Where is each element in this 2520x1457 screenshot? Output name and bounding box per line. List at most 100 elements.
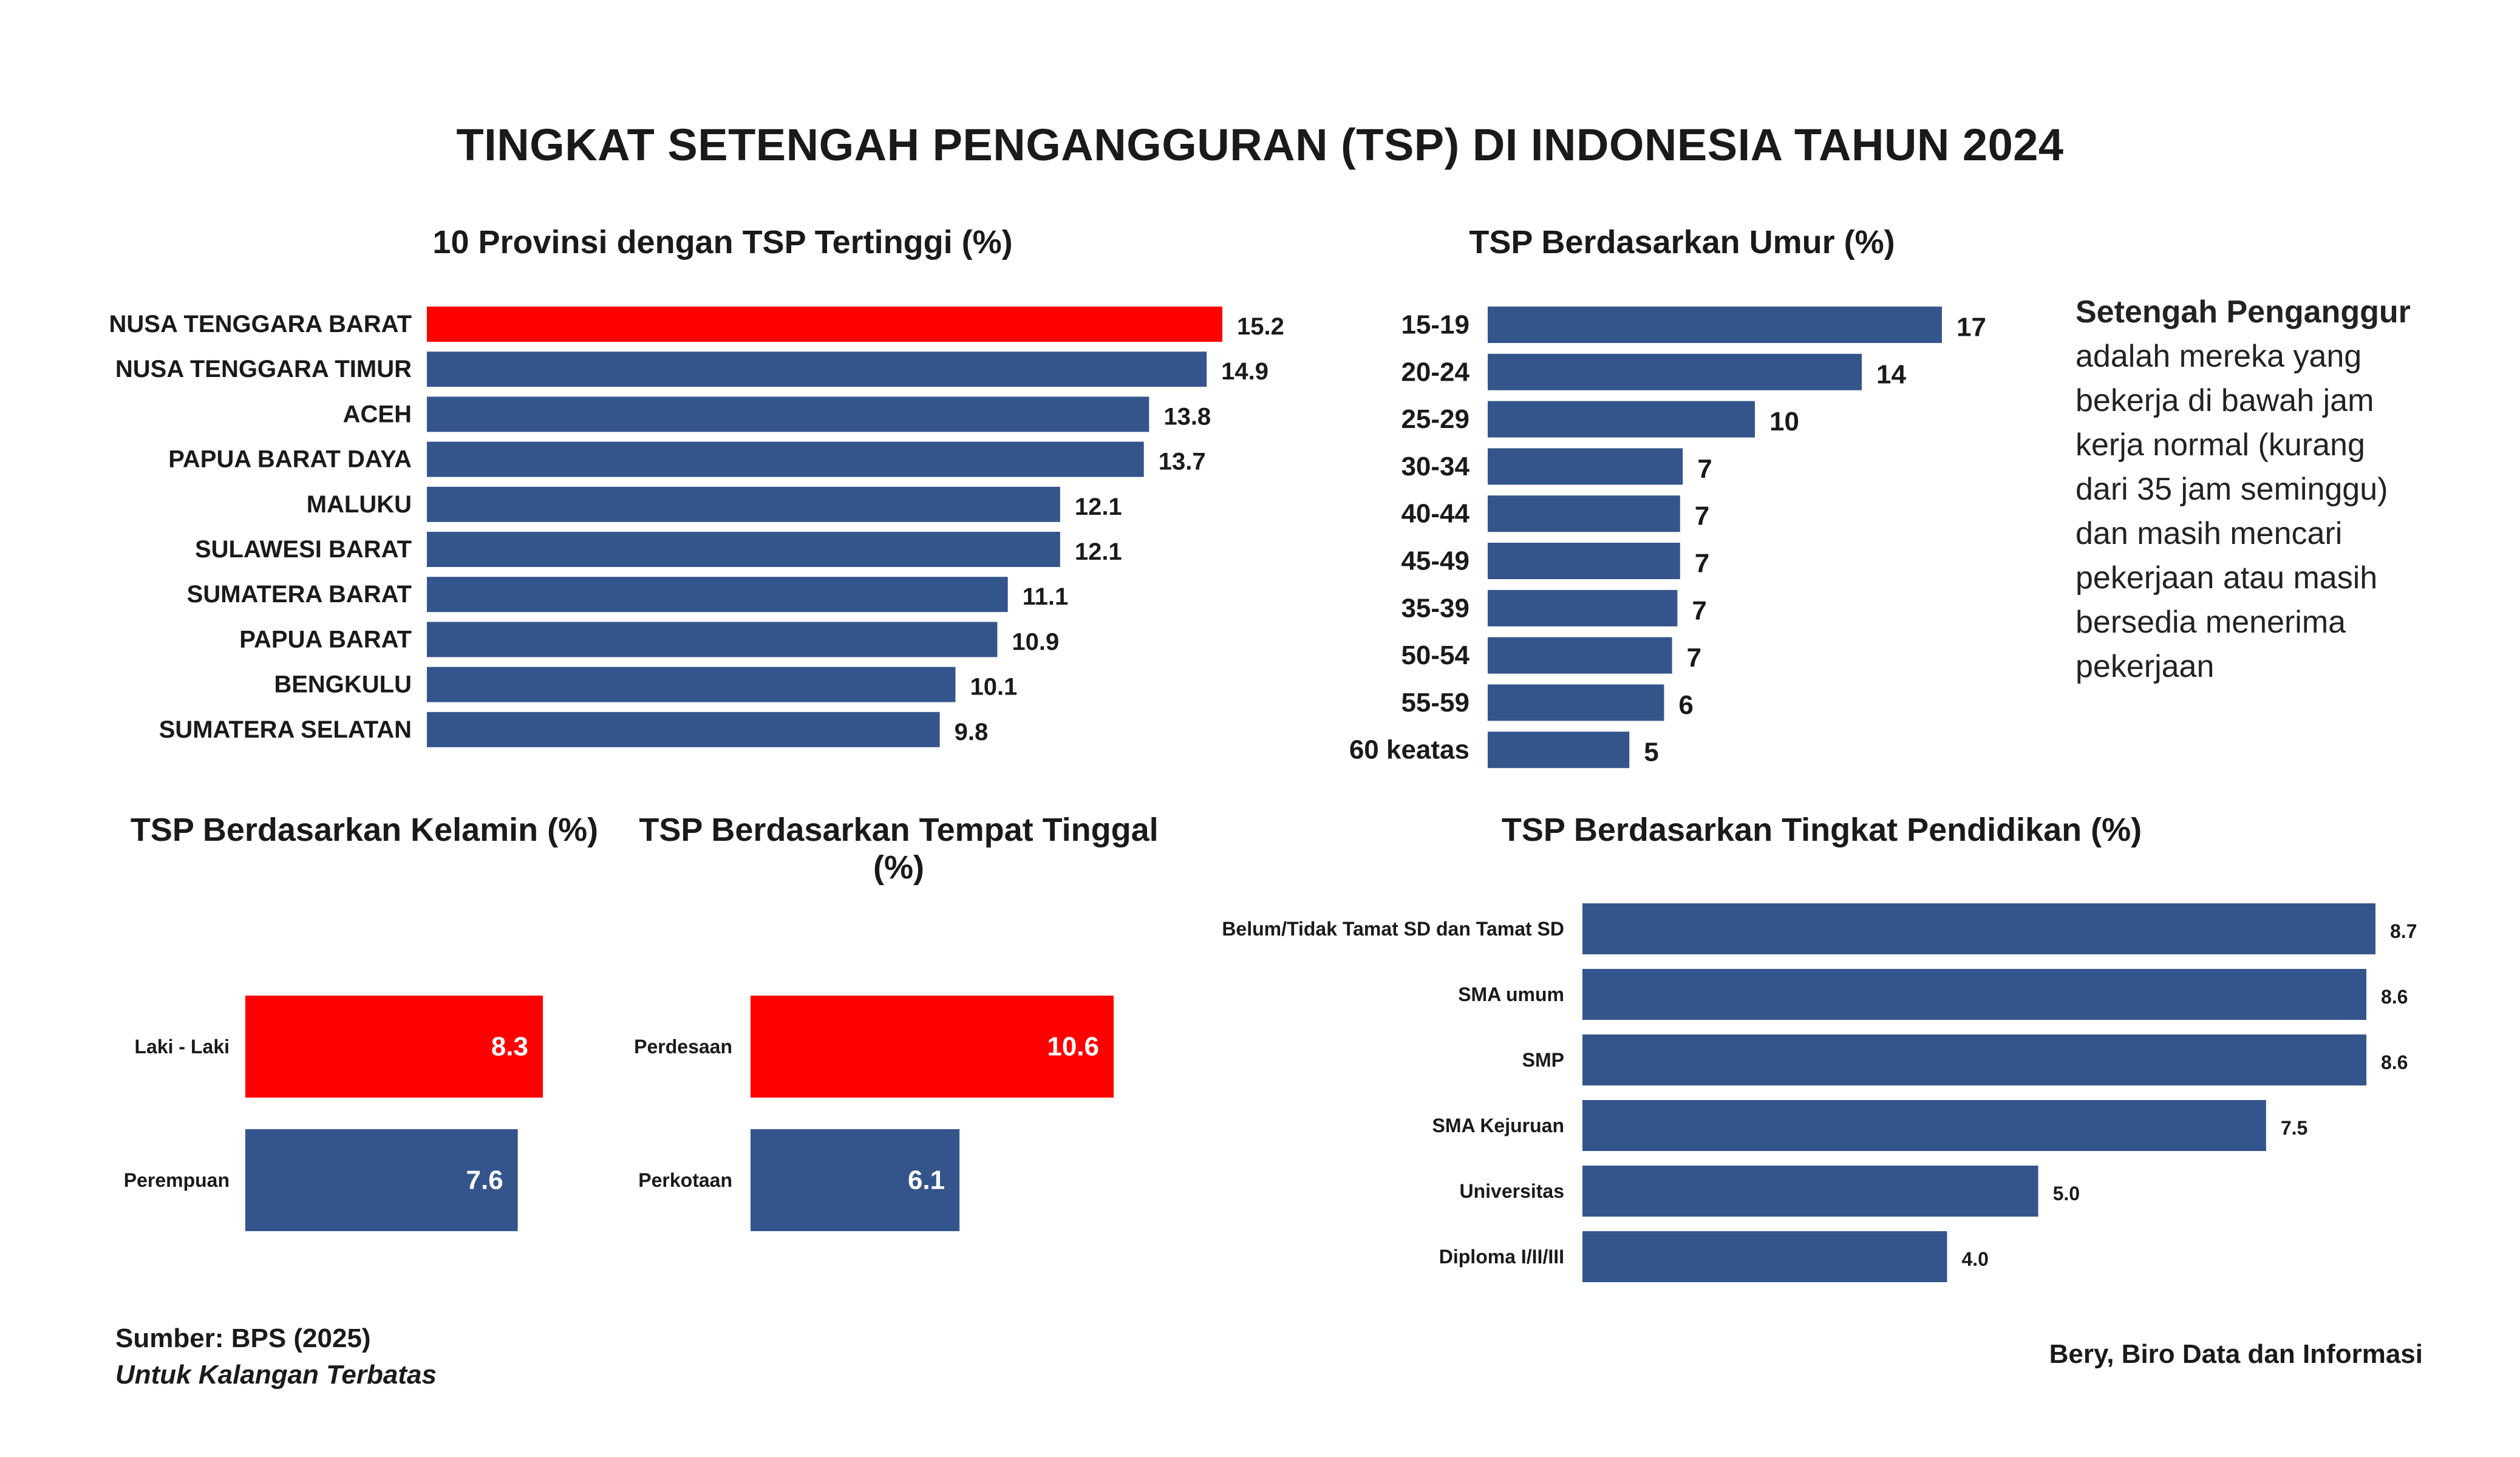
value-label-umur: 6 bbox=[1678, 690, 1693, 720]
bar-umur bbox=[1488, 495, 1680, 532]
category-label-kelamin: Perempuan bbox=[124, 1169, 230, 1191]
category-label-provinsi: ACEH bbox=[343, 401, 412, 427]
value-label-umur: 10 bbox=[1769, 407, 1799, 436]
bar-pendidikan bbox=[1582, 969, 2366, 1020]
bar-provinsi bbox=[427, 396, 1149, 432]
bar-provinsi bbox=[427, 577, 1008, 613]
bar-umur bbox=[1488, 448, 1683, 485]
value-label-umur: 5 bbox=[1644, 738, 1658, 767]
category-label-pendidikan: Diploma I/II/III bbox=[1439, 1246, 1564, 1268]
category-label-pendidikan: Universitas bbox=[1459, 1180, 1564, 1202]
definition-line: dan masih mencari bbox=[2076, 516, 2343, 551]
chart-title-umur: TSP Berdasarkan Umur (%) bbox=[1469, 224, 1895, 260]
bar-provinsi bbox=[427, 307, 1222, 342]
category-label-kelamin: Laki - Laki bbox=[135, 1036, 230, 1058]
category-label-umur: 20-24 bbox=[1401, 357, 1469, 387]
value-label-umur: 14 bbox=[1876, 359, 1906, 389]
bar-umur bbox=[1488, 353, 1862, 390]
value-label-tempat: 6.1 bbox=[908, 1166, 945, 1195]
value-label-provinsi: 12.1 bbox=[1075, 538, 1122, 565]
bar-umur bbox=[1488, 307, 1942, 343]
bar-pendidikan bbox=[1582, 1100, 2266, 1151]
definition-line: bekerja di bawah jam bbox=[2076, 383, 2374, 418]
value-label-umur: 7 bbox=[1695, 501, 1709, 531]
category-label-umur: 45-49 bbox=[1401, 546, 1469, 576]
category-label-provinsi: NUSA TENGGARA BARAT bbox=[109, 311, 412, 338]
bar-umur bbox=[1488, 543, 1680, 579]
category-label-umur: 40-44 bbox=[1401, 499, 1469, 529]
bar-provinsi bbox=[427, 441, 1144, 477]
footer-note: Untuk Kalangan Terbatas bbox=[115, 1360, 437, 1390]
chart-title-tempat: TSP Berdasarkan Tempat Tinggal (%) bbox=[639, 812, 1159, 886]
value-label-tempat: 10.6 bbox=[1047, 1032, 1099, 1062]
value-label-pendidikan: 8.6 bbox=[2381, 986, 2408, 1008]
value-label-umur: 7 bbox=[1687, 643, 1701, 673]
category-label-tempat: Perdesaan bbox=[634, 1036, 732, 1058]
bar-pendidikan bbox=[1582, 903, 2375, 954]
value-label-pendidikan: 8.6 bbox=[2381, 1051, 2408, 1073]
bar-umur bbox=[1488, 732, 1630, 769]
definition-line: dari 35 jam seminggu) bbox=[2076, 472, 2388, 507]
value-label-pendidikan: 7.5 bbox=[2281, 1117, 2307, 1139]
footer-source: Sumber: BPS (2025) bbox=[115, 1323, 371, 1353]
category-label-umur: 25-29 bbox=[1401, 404, 1469, 434]
category-label-provinsi: PAPUA BARAT bbox=[239, 626, 412, 653]
value-label-provinsi: 10.9 bbox=[1012, 628, 1059, 655]
chart-title-pendidikan: TSP Berdasarkan Tingkat Pendidikan (%) bbox=[1501, 812, 2142, 848]
definition-line: kerja normal (kurang bbox=[2076, 427, 2365, 463]
bar-umur bbox=[1488, 589, 1678, 627]
value-label-umur: 7 bbox=[1695, 549, 1709, 579]
value-label-umur: 7 bbox=[1692, 596, 1706, 625]
bar-kelamin bbox=[245, 1129, 518, 1231]
category-label-provinsi: SUMATERA SELATAN bbox=[159, 716, 412, 743]
value-label-provinsi: 15.2 bbox=[1237, 313, 1284, 340]
category-label-provinsi: PAPUA BARAT DAYA bbox=[168, 446, 412, 473]
category-label-provinsi: BENGKULU bbox=[274, 671, 412, 698]
bar-provinsi bbox=[427, 532, 1060, 567]
value-label-provinsi: 11.1 bbox=[1023, 583, 1069, 610]
category-label-provinsi: MALUKU bbox=[307, 491, 412, 518]
value-label-kelamin: 7.6 bbox=[466, 1166, 503, 1195]
definition-heading: Setengah Penganggur bbox=[2076, 294, 2411, 330]
bar-provinsi bbox=[427, 352, 1207, 387]
bar-umur bbox=[1488, 401, 1755, 438]
definition-text: Setengah Penganggur adalah mereka yang b… bbox=[2076, 290, 2501, 689]
bar-pendidikan bbox=[1582, 1231, 1947, 1282]
category-label-pendidikan: SMA umum bbox=[1458, 983, 1564, 1005]
category-label-pendidikan: SMA Kejuruan bbox=[1432, 1115, 1565, 1136]
main-title: TINGKAT SETENGAH PENGANGGURAN (TSP) DI I… bbox=[456, 120, 2064, 170]
bar-tempat bbox=[751, 1129, 960, 1231]
bar-tempat bbox=[751, 996, 1114, 1098]
category-label-umur: 50-54 bbox=[1401, 640, 1469, 670]
bar-provinsi bbox=[427, 667, 956, 702]
definition-line: bersedia menerima bbox=[2076, 605, 2346, 640]
value-label-provinsi: 13.7 bbox=[1159, 449, 1206, 475]
category-label-pendidikan: SMP bbox=[1522, 1049, 1564, 1071]
value-label-provinsi: 10.1 bbox=[970, 674, 1017, 701]
definition-line: adalah mereka yang bbox=[2076, 339, 2362, 374]
category-label-provinsi: SUMATERA BARAT bbox=[187, 581, 412, 608]
bar-provinsi bbox=[427, 622, 998, 657]
bar-provinsi bbox=[427, 486, 1060, 522]
category-label-provinsi: SULAWESI BARAT bbox=[195, 536, 412, 563]
definition-line: pekerjaan bbox=[2076, 649, 2215, 684]
value-label-pendidikan: 8.7 bbox=[2390, 920, 2417, 942]
value-label-umur: 17 bbox=[1956, 313, 1986, 342]
category-label-tempat: Perkotaan bbox=[638, 1169, 732, 1191]
footer-credit: Bery, Biro Data dan Informasi bbox=[2049, 1339, 2423, 1369]
chart-title-kelamin: TSP Berdasarkan Kelamin (%) bbox=[130, 812, 599, 848]
value-label-provinsi: 14.9 bbox=[1221, 358, 1269, 385]
bar-umur bbox=[1488, 684, 1664, 721]
definition-line: pekerjaan atau masih bbox=[2076, 560, 2378, 596]
category-label-provinsi: NUSA TENGGARA TIMUR bbox=[115, 356, 412, 382]
value-label-provinsi: 13.8 bbox=[1163, 403, 1211, 430]
category-label-umur: 55-59 bbox=[1401, 688, 1469, 718]
bar-pendidikan bbox=[1582, 1034, 2366, 1085]
bar-pendidikan bbox=[1582, 1166, 2038, 1217]
category-label-umur: 15-19 bbox=[1401, 310, 1469, 340]
bar-kelamin bbox=[245, 996, 543, 1098]
bar-umur bbox=[1488, 637, 1672, 674]
category-label-umur: 30-34 bbox=[1401, 452, 1469, 481]
category-label-umur: 60 keatas bbox=[1349, 735, 1469, 765]
